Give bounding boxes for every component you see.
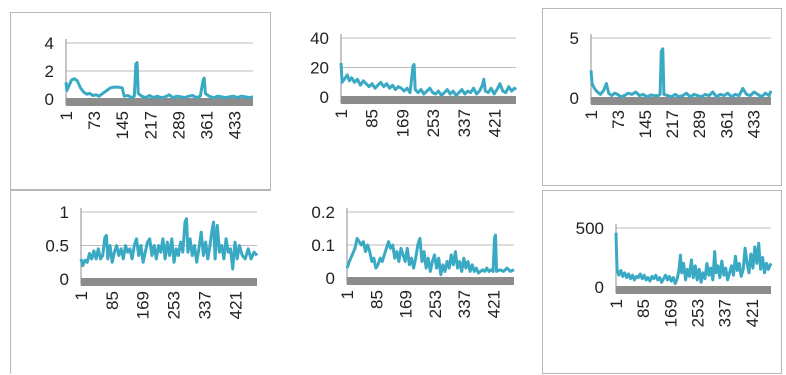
y-tick-label: 40: [310, 29, 329, 48]
y-tick-label: 0: [320, 88, 329, 107]
chart-panel-5: 0.2 0.1 0 1 85 169 253 337 421: [276, 190, 537, 374]
x-tick-label: 1: [582, 110, 601, 119]
x-tick-label: 169: [397, 290, 416, 318]
chart-6-svg: 500 01 85 169 253 337 421: [576, 219, 773, 327]
x-tick-label: 145: [636, 110, 655, 138]
x-tick-label: 361: [717, 110, 736, 138]
x-tick-label: 1: [72, 291, 91, 300]
x-tick-label: 289: [169, 111, 188, 139]
x-tick-label: 433: [744, 110, 763, 138]
data-series-line: [64, 61, 254, 100]
x-tick-label: 169: [393, 109, 412, 137]
y-tick-label: 5: [570, 29, 579, 48]
x-tick-label: 169: [661, 299, 680, 327]
data-series-line: [345, 233, 515, 277]
y-tick-label: 500: [576, 219, 604, 238]
y-tick-label: 0.1: [311, 236, 335, 255]
x-tick-label: 85: [103, 291, 122, 310]
x-tick-label: 217: [141, 111, 160, 139]
chart-1-svg: 4 2 01 73 145 217 289 361 433: [45, 34, 254, 139]
x-tick-label: 361: [198, 111, 217, 139]
y-tick-label: 0: [326, 269, 335, 288]
x-tick-label: 85: [634, 299, 653, 318]
chart-panel-6: 500 0 1 85 169 253 337 421: [542, 190, 782, 374]
x-tick-label: 337: [455, 109, 474, 137]
data-series-line: [614, 232, 773, 285]
y-tick-label: 2: [45, 62, 54, 81]
chart-5-svg: 0.2 0.1 01 85 169 253 337 421: [311, 203, 515, 318]
x-tick-label: 1: [57, 111, 76, 120]
x-tick-label: 337: [455, 290, 474, 318]
x-axis-band: [616, 286, 771, 294]
x-tick-label: 85: [367, 290, 386, 309]
y-tick-label: 0: [570, 89, 579, 108]
chart-panel-3: 5 0 1 73 145 217 289 361 433: [542, 8, 782, 186]
y-tick-label: 0: [45, 90, 54, 109]
x-tick-label: 169: [134, 291, 153, 319]
x-axis-band: [347, 277, 514, 285]
x-tick-label: 85: [363, 109, 382, 128]
x-tick-label: 145: [113, 111, 132, 139]
chart-4-svg: 10.501 85 169 253 337 421: [45, 203, 259, 319]
x-tick-label: 1: [332, 109, 351, 118]
x-tick-label: 253: [424, 109, 443, 137]
x-tick-label: 253: [426, 290, 445, 318]
x-tick-label: 1: [338, 290, 357, 299]
x-tick-label: 433: [226, 111, 245, 139]
y-tick-label: 0.2: [311, 203, 335, 222]
chart-panel-1: 4 2 0 1 73 145 217 289 361 433: [10, 12, 271, 190]
x-tick-label: 421: [226, 291, 245, 319]
x-tick-label: 421: [485, 109, 504, 137]
x-tick-label: 289: [690, 110, 709, 138]
x-tick-label: 73: [609, 110, 628, 129]
chart-2-svg: 40 20 01 85 169 253 337 421: [310, 29, 518, 137]
x-tick-label: 253: [165, 291, 184, 319]
x-tick-label: 73: [85, 111, 104, 130]
chart-3-svg: 5 01 73 145 217 289 361 433: [570, 29, 773, 138]
y-tick-label: 0: [595, 278, 604, 297]
x-tick-label: 1: [607, 299, 626, 308]
y-tick-label: 0: [60, 270, 69, 289]
x-tick-label: 337: [716, 299, 735, 327]
data-series-line: [589, 47, 773, 99]
y-tick-label: 0.5: [45, 237, 69, 256]
x-axis-band: [81, 278, 257, 286]
x-tick-label: 421: [484, 290, 503, 318]
x-tick-label: 253: [689, 299, 708, 327]
chart-panel-2: 40 20 0 1 85 169 253 337 421: [276, 10, 537, 190]
data-series-line: [79, 217, 259, 271]
x-tick-label: 217: [663, 110, 682, 138]
x-tick-label: 421: [743, 299, 762, 327]
data-series-line: [339, 63, 518, 97]
y-tick-label: 4: [45, 34, 54, 53]
chart-panel-4: 1 0.5 0 1 85 169 253 337 421: [10, 190, 271, 374]
y-tick-label: 1: [60, 203, 69, 222]
x-axis-band: [591, 97, 771, 105]
x-tick-label: 337: [196, 291, 215, 319]
y-tick-label: 20: [310, 59, 329, 78]
x-axis-band: [341, 96, 516, 104]
x-axis-band: [66, 98, 253, 106]
